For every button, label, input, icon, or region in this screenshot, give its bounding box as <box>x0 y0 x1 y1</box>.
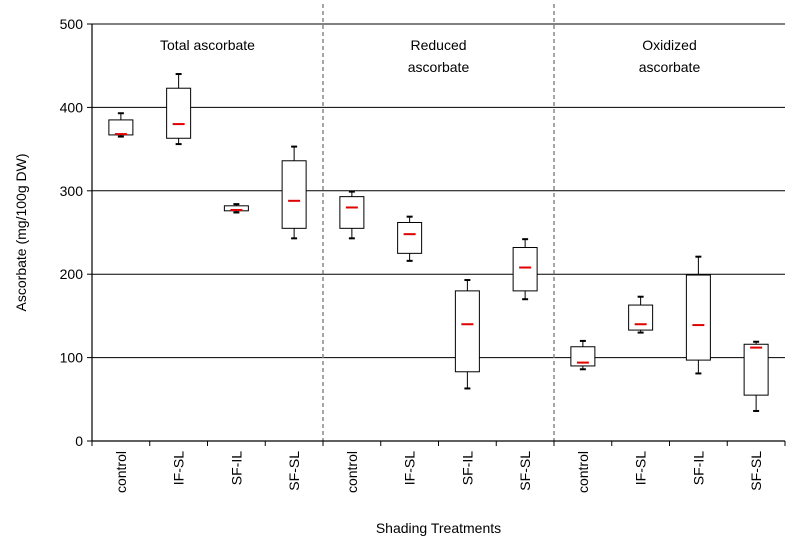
box <box>512 247 538 292</box>
box <box>339 196 365 229</box>
y-tick-label: 200 <box>60 266 84 282</box>
group-label: ascorbate <box>639 59 701 75</box>
box <box>108 119 134 136</box>
x-tick-label: IF-SL <box>402 451 418 485</box>
x-tick-label: SF-IL <box>459 451 475 485</box>
box <box>166 87 192 139</box>
y-tick-label: 300 <box>60 183 84 199</box>
x-tick-label: SF-IL <box>228 451 244 485</box>
box <box>454 290 480 373</box>
y-tick-label: 100 <box>60 350 84 366</box>
box <box>743 343 769 396</box>
x-tick-label: control <box>344 451 360 493</box>
group-labels: Total ascorbate Reduced ascorbate Oxidized a… <box>160 37 700 75</box>
x-tick-label: SF-SL <box>517 451 533 491</box>
group-label: Reduced <box>410 37 466 53</box>
box-series <box>108 73 769 412</box>
group-dividers <box>322 4 555 441</box>
y-tick-labels: 0 100 200 300 400 500 <box>60 16 84 449</box>
y-tick-label: 400 <box>60 99 84 115</box>
box <box>397 221 423 254</box>
x-axis-title: Shading Treatments <box>376 520 501 536</box>
y-tick-label: 0 <box>75 433 83 449</box>
group-label: Total ascorbate <box>160 37 255 53</box>
x-tick-label: SF-SL <box>286 451 302 491</box>
x-tick-label: IF-SL <box>171 451 187 485</box>
box <box>570 346 596 367</box>
y-tick-label: 500 <box>60 16 84 32</box>
x-tick-label: IF-SL <box>633 451 649 485</box>
x-tick-label: SF-SL <box>748 451 764 491</box>
box <box>628 304 654 331</box>
x-tick-label: control <box>113 451 129 493</box>
group-label: Oxidized <box>642 37 696 53</box>
x-tick-labels: control IF-SL SF-IL SF-SL control IF-SL SF-IL S… <box>113 451 764 493</box>
x-tick-label: control <box>575 451 591 493</box>
x-tick-label: SF-IL <box>690 451 706 485</box>
y-axis-title: Ascorbate (mg/100g DW) <box>13 154 29 312</box>
box <box>281 160 307 229</box>
gridlines <box>92 23 785 359</box>
group-label: ascorbate <box>408 59 470 75</box>
box <box>685 274 711 361</box>
axes <box>87 23 786 446</box>
